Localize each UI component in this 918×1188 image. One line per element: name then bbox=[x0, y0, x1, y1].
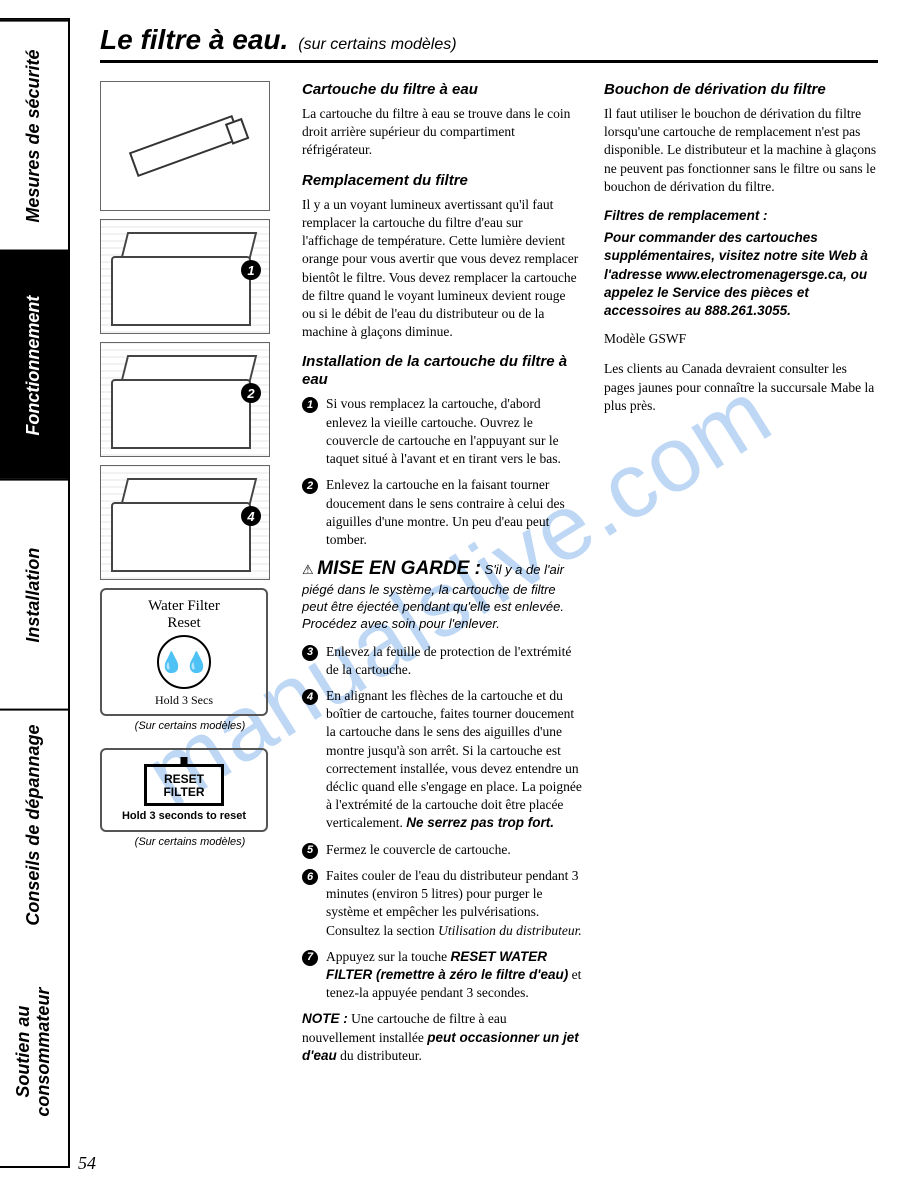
reset-box-2: RESET FILTER Hold 3 seconds to reset bbox=[100, 748, 268, 832]
right-column: Bouchon de dérivation du filtre Il faut … bbox=[604, 81, 878, 1065]
mid-p1: La cartouche du filtre à eau se trouve d… bbox=[302, 105, 582, 160]
warning-icon: ⚠ bbox=[302, 562, 314, 577]
reset1-hold: Hold 3 Secs bbox=[106, 693, 262, 708]
step-3: 3 Enlevez la feuille de protection de l'… bbox=[302, 643, 582, 679]
illus-cartridge bbox=[100, 81, 270, 211]
reset1-l1: Water Filter bbox=[148, 598, 220, 614]
tab-soutien: Soutien au consommateur bbox=[0, 938, 68, 1166]
step-3-text: Enlevez la feuille de protection de l'ex… bbox=[326, 643, 582, 679]
mid-h1: Cartouche du filtre à eau bbox=[302, 81, 582, 99]
reset-filter-button: RESET FILTER bbox=[144, 764, 224, 806]
step-6: 6 Faites couler de l'eau du distributeur… bbox=[302, 867, 582, 940]
step-1: 1 Si vous remplacez la cartouche, d'abor… bbox=[302, 395, 582, 468]
reset1-title: Water Filter Reset bbox=[106, 598, 262, 631]
page-subtitle: (sur certains modèles) bbox=[298, 36, 456, 53]
step-4: 4 En alignant les flèches de la cartouch… bbox=[302, 687, 582, 833]
reset2-l2: FILTER bbox=[163, 785, 204, 799]
step-7: 7 Appuyez sur la touche RESET WATER FILT… bbox=[302, 948, 582, 1003]
illus-step-1: 1 bbox=[100, 219, 270, 334]
illus-step-4: 4 bbox=[100, 465, 270, 580]
note-block: NOTE : Une cartouche de filtre à eau nou… bbox=[302, 1010, 582, 1065]
warning-block: ⚠ MISE EN GARDE : S'il y a de l'air piég… bbox=[302, 557, 582, 632]
note-d: du distributeur. bbox=[337, 1048, 422, 1063]
step-num-2: 2 bbox=[302, 478, 318, 494]
drops-icon: 💧💧 bbox=[157, 635, 211, 689]
warning-lead: S'il y a bbox=[485, 562, 523, 577]
reset1-l2: Reset bbox=[167, 615, 200, 631]
badge-4: 4 bbox=[241, 506, 261, 526]
reset2-caption: (Sur certains modèles) bbox=[100, 836, 280, 848]
mid-h2: Remplacement du filtre bbox=[302, 172, 582, 190]
content-area: Le filtre à eau. (sur certains modèles) … bbox=[70, 0, 918, 1188]
step-6-text: Faites couler de l'eau du distributeur p… bbox=[326, 867, 582, 940]
tab-depannage: Conseils de dépannage bbox=[0, 709, 68, 939]
step-2: 2 Enlevez la cartouche en la faisant tou… bbox=[302, 476, 582, 549]
reset1-caption: (Sur certains modèles) bbox=[100, 720, 280, 732]
mid-p2: Il y a un voyant lumineux avertissant qu… bbox=[302, 196, 582, 342]
right-p1: Il faut utiliser le bouchon de dérivatio… bbox=[604, 105, 878, 196]
right-h2: Filtres de remplacement : bbox=[604, 208, 878, 223]
note-a: NOTE : bbox=[302, 1011, 348, 1026]
side-tabs: Mesures de sécurité Fonctionnement Insta… bbox=[0, 18, 70, 1168]
step-5: 5 Fermez le couvercle de cartouche. bbox=[302, 841, 582, 859]
title-rule bbox=[100, 60, 878, 63]
reset2-hold: Hold 3 seconds to reset bbox=[102, 810, 266, 822]
step-num-5: 5 bbox=[302, 843, 318, 859]
tab-fonctionnement: Fonctionnement bbox=[0, 250, 68, 480]
right-p3: Modèle GSWF bbox=[604, 330, 878, 348]
tab-installation: Installation bbox=[0, 479, 68, 709]
page-title: Le filtre à eau. bbox=[100, 24, 288, 55]
step-num-4: 4 bbox=[302, 689, 318, 705]
step-num-1: 1 bbox=[302, 397, 318, 413]
page-number: 54 bbox=[78, 1153, 96, 1174]
step-4a: En alignant les flèches de la cartouche … bbox=[326, 688, 582, 831]
warning-head: MISE EN GARDE : bbox=[317, 558, 481, 579]
reset-box-1: Water Filter Reset 💧💧 Hold 3 Secs bbox=[100, 588, 268, 716]
reset2-l1: RESET bbox=[164, 772, 204, 786]
middle-column: Cartouche du filtre à eau La cartouche d… bbox=[302, 81, 582, 1065]
step-5-text: Fermez le couvercle de cartouche. bbox=[326, 841, 582, 859]
cartridge-icon bbox=[129, 115, 241, 177]
mid-h3: Installation de la cartouche du filtre à… bbox=[302, 353, 582, 389]
step-6b: Utilisation du distributeur. bbox=[438, 923, 582, 938]
step-1-text: Si vous remplacez la cartouche, d'abord … bbox=[326, 395, 582, 468]
tab-securite: Mesures de sécurité bbox=[0, 20, 68, 250]
step-2-text: Enlevez la cartouche en la faisant tourn… bbox=[326, 476, 582, 549]
right-p4: Les clients au Canada devraient consulte… bbox=[604, 360, 878, 415]
step-num-7: 7 bbox=[302, 950, 318, 966]
illus-step-2: 2 bbox=[100, 342, 270, 457]
title-row: Le filtre à eau. (sur certains modèles) bbox=[100, 24, 878, 56]
step-7-text: Appuyez sur la touche RESET WATER FILTER… bbox=[326, 948, 582, 1003]
right-p2: Pour commander des cartouches supplément… bbox=[604, 229, 878, 320]
right-h1: Bouchon de dérivation du filtre bbox=[604, 81, 878, 99]
step-4b: Ne serrez pas trop fort. bbox=[406, 815, 554, 830]
step-num-3: 3 bbox=[302, 645, 318, 661]
badge-2: 2 bbox=[241, 383, 261, 403]
badge-1: 1 bbox=[241, 260, 261, 280]
step-7a: Appuyez sur la touche bbox=[326, 949, 450, 964]
step-num-6: 6 bbox=[302, 869, 318, 885]
left-column: 1 2 4 Water Filter Reset 💧💧 Hold 3 bbox=[100, 81, 280, 1065]
step-4-text: En alignant les flèches de la cartouche … bbox=[326, 687, 582, 833]
